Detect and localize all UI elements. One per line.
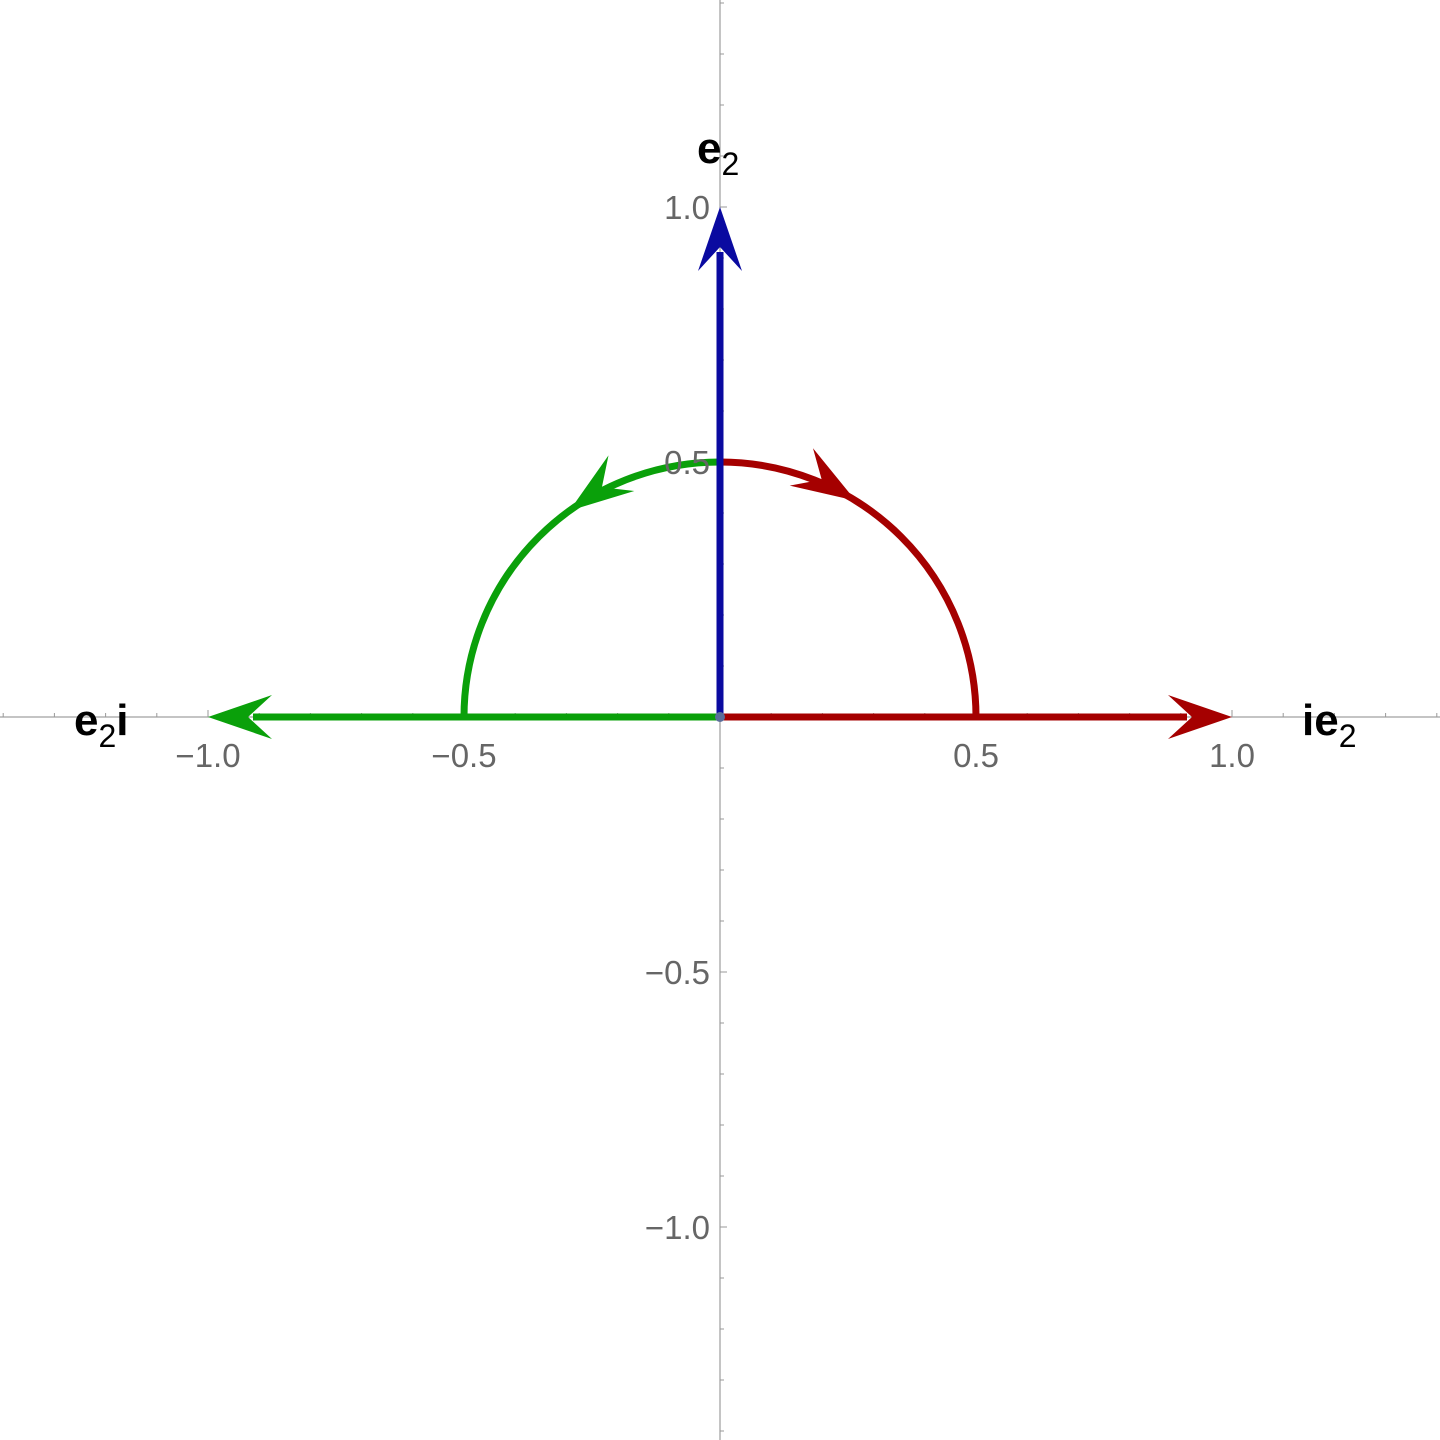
vector-e2i-arrowhead [208, 695, 272, 739]
label-e2: e2 [697, 124, 739, 182]
label-ie2: ie2 [1302, 696, 1357, 754]
y-tick-label: 0.5 [664, 444, 710, 481]
clockwise-arc-arrowhead [789, 448, 856, 501]
counterclockwise-arc-arrowhead [569, 455, 635, 511]
origin-point [715, 712, 725, 722]
x-tick-label: −0.5 [431, 737, 496, 774]
x-tick-label: 0.5 [953, 737, 999, 774]
shapes [208, 207, 1232, 739]
y-tick-label: −0.5 [645, 954, 710, 991]
vector-e2-arrowhead [698, 207, 742, 271]
y-tick-label: 1.0 [664, 189, 710, 226]
vector-ie2-arrowhead [1168, 695, 1232, 739]
x-tick-label: 1.0 [1209, 737, 1255, 774]
label-e2i: e2i [74, 696, 129, 754]
tick-labels: −1.0 −0.5 0.5 1.0 1.0 0.5 −0.5 −1.0 [175, 189, 1255, 1246]
x-tick-label: −1.0 [175, 737, 240, 774]
clockwise-arc [719, 458, 980, 718]
y-tick-label: −1.0 [645, 1209, 710, 1246]
counterclockwise-arc [460, 458, 721, 718]
